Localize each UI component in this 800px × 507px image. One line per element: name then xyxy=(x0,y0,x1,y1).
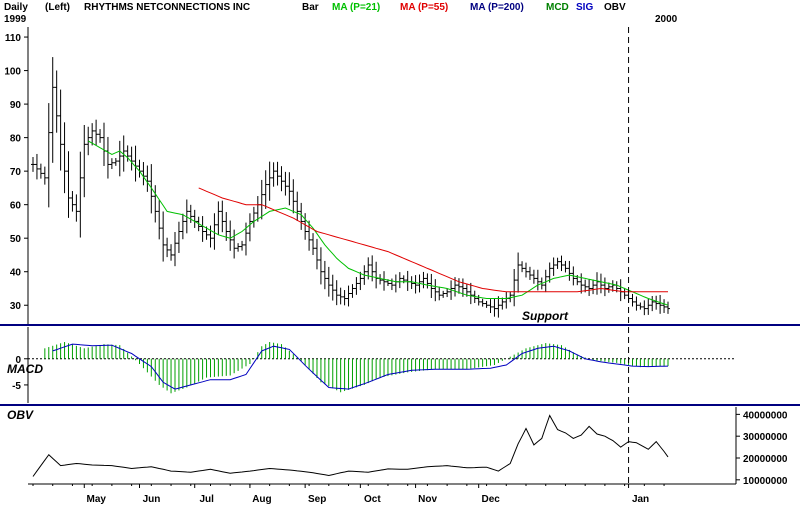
month-tick-label: Dec xyxy=(482,494,501,505)
price-tick-label: 50 xyxy=(10,234,22,245)
macd-tick-label: 0 xyxy=(15,355,21,366)
price-tick-label: 60 xyxy=(10,201,22,212)
month-tick-label: Jul xyxy=(199,494,214,505)
end-year-label: 2000 xyxy=(655,14,678,25)
obv-tick-label: 40000000 xyxy=(743,410,788,421)
legend-bar: Bar xyxy=(302,2,319,13)
month-tick-label: May xyxy=(87,494,107,505)
price-bars xyxy=(31,57,670,318)
month-tick-label: Sep xyxy=(308,494,326,505)
month-tick-label: Aug xyxy=(252,494,271,505)
month-tick-label: Jan xyxy=(632,494,649,505)
legend-ma21: MA (P=21) xyxy=(332,2,380,13)
interval-label: Daily xyxy=(4,2,28,13)
price-tick-label: 90 xyxy=(10,100,22,111)
macd-axis-ticks: 0 -5 xyxy=(12,355,28,392)
month-tick-label: Nov xyxy=(418,494,437,505)
legend-obv: OBV xyxy=(604,2,626,13)
obv-tick-label: 20000000 xyxy=(743,454,788,465)
macd-series xyxy=(28,342,736,394)
month-tick-label: Jun xyxy=(143,494,161,505)
obv-axis-ticks: 10000000 20000000 30000000 40000000 xyxy=(736,410,788,487)
legend-mcd: MCD xyxy=(546,2,569,13)
ticker-name: RHYTHMS NETCONNECTIONS INC xyxy=(84,2,250,13)
obv-series xyxy=(32,414,669,477)
price-tick-label: 80 xyxy=(10,134,22,145)
legend-ma55: MA (P=55) xyxy=(400,2,448,13)
legend-ma200: MA (P=200) xyxy=(470,2,524,13)
obv-tick-label: 10000000 xyxy=(743,476,788,487)
price-tick-label: 110 xyxy=(5,33,22,44)
legend-sig: SIG xyxy=(576,2,593,13)
price-tick-label: 30 xyxy=(10,301,22,312)
month-tick-label: Oct xyxy=(364,494,381,505)
obv-tick-label: 30000000 xyxy=(743,432,788,443)
macd-panel-label: MACD xyxy=(7,362,43,376)
start-year-label: 1999 xyxy=(4,14,27,25)
month-axis-ticks: May Jun Jul Aug Sep Oct Nov Dec Jan xyxy=(32,484,665,505)
obv-line xyxy=(32,414,669,477)
support-annotation: Support xyxy=(522,309,569,323)
ma21-line xyxy=(87,140,669,306)
price-tick-label: 100 xyxy=(4,67,21,78)
price-axis-ticks: 30 40 50 60 70 80 90 100 110 xyxy=(4,33,28,312)
price-tick-label: 40 xyxy=(10,268,22,279)
price-tick-label: 70 xyxy=(10,167,22,178)
moving-average-lines xyxy=(87,140,669,306)
macd-signal-line xyxy=(52,343,669,390)
ma55-line xyxy=(198,187,668,293)
obv-panel-label: OBV xyxy=(7,408,34,422)
axis-side-label: (Left) xyxy=(45,2,70,13)
macd-tick-label: -5 xyxy=(12,381,21,392)
